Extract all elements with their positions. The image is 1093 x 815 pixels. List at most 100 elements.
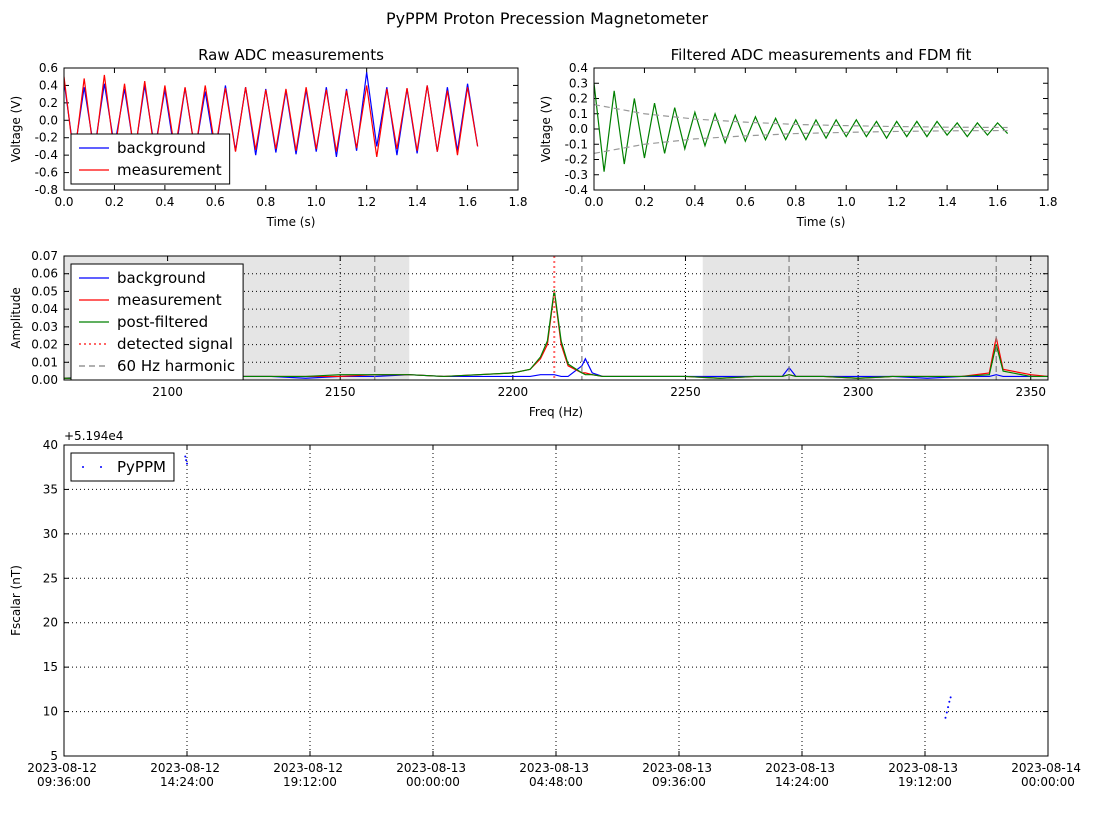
x-tick-label: 0.2 bbox=[105, 195, 124, 209]
x-tick-label: 0.6 bbox=[206, 195, 225, 209]
point bbox=[186, 462, 188, 465]
y-axis-label: Fscalar (nT) bbox=[9, 565, 23, 636]
x-tick-label: 2023-08-13 09:36:00 bbox=[642, 761, 716, 789]
y-axis-label: Voltage (V) bbox=[9, 96, 23, 162]
y-tick-label: 0.2 bbox=[39, 96, 58, 110]
series-line bbox=[594, 129, 1008, 154]
series-line bbox=[594, 83, 1009, 172]
tick-date: 2023-08-12 bbox=[27, 761, 101, 775]
series-group bbox=[64, 256, 1048, 380]
y-tick-label: -0.6 bbox=[35, 166, 58, 180]
legend-label: background bbox=[117, 269, 206, 287]
y-tick-label: 25 bbox=[43, 571, 58, 585]
point bbox=[945, 711, 948, 714]
y-tick-label: 20 bbox=[43, 616, 58, 630]
x-tick-label: 2023-08-13 00:00:00 bbox=[396, 761, 470, 789]
x-tick-label: 2023-08-13 04:48:00 bbox=[519, 761, 593, 789]
x-tick-label: 1.0 bbox=[307, 195, 326, 209]
x-tick-label: 0.4 bbox=[155, 195, 174, 209]
x-tick-label: 1.4 bbox=[408, 195, 427, 209]
y-tick-label: 0.04 bbox=[31, 302, 58, 316]
y-axis-label: Voltage (V) bbox=[539, 96, 553, 162]
tick-date: 2023-08-13 bbox=[519, 761, 593, 775]
x-tick-label: 0.8 bbox=[786, 195, 805, 209]
point bbox=[947, 706, 950, 709]
tick-date: 2023-08-13 bbox=[642, 761, 716, 775]
x-tick-label: 1.0 bbox=[837, 195, 856, 209]
y-tick-label: 0.2 bbox=[569, 92, 588, 106]
legend: background measurement post-filtered detect… bbox=[70, 263, 244, 381]
x-tick-label: 2200 bbox=[498, 385, 529, 399]
legend-label: 60 Hz harmonic bbox=[117, 357, 235, 375]
legend-box bbox=[70, 133, 231, 185]
legend-marker bbox=[100, 466, 102, 468]
x-tick-label: 1.6 bbox=[988, 195, 1007, 209]
point bbox=[949, 696, 952, 699]
legend-label: measurement bbox=[117, 161, 222, 179]
legend-label: detected signal bbox=[117, 335, 233, 353]
x-tick-label: 1.4 bbox=[938, 195, 957, 209]
x-tick-label: 2023-08-13 19:12:00 bbox=[888, 761, 962, 789]
x-tick-label: 2023-08-14 00:00:00 bbox=[1011, 761, 1085, 789]
x-tick-label: 0.2 bbox=[635, 195, 654, 209]
chart: Filtered ADC measurements and FDM fit Tim… bbox=[539, 46, 1058, 229]
plot-frame bbox=[63, 444, 1049, 757]
x-tick-label: 1.2 bbox=[887, 195, 906, 209]
tick-date: 2023-08-14 bbox=[1011, 761, 1085, 775]
point bbox=[944, 716, 947, 719]
tick-time: 00:00:00 bbox=[406, 775, 460, 789]
tick-time: 04:48:00 bbox=[529, 775, 583, 789]
legend-label: measurement bbox=[117, 291, 222, 309]
y-tick-label: 0.07 bbox=[31, 249, 58, 263]
y-tick-label: 0.06 bbox=[31, 267, 58, 281]
tick-time: 09:36:00 bbox=[37, 775, 91, 789]
tick-time: 19:12:00 bbox=[283, 775, 337, 789]
legend-marker bbox=[82, 466, 84, 468]
y-tick-label: 0.3 bbox=[569, 76, 588, 90]
x-tick-label: 2300 bbox=[843, 385, 874, 399]
y-tick-label: -0.3 bbox=[565, 168, 588, 182]
x-tick-label: 2250 bbox=[670, 385, 701, 399]
x-tick-label: 1.6 bbox=[458, 195, 477, 209]
y-tick-label: 0.00 bbox=[31, 373, 58, 387]
series-line bbox=[594, 104, 1008, 129]
x-tick-label: 0.0 bbox=[54, 195, 73, 209]
y-tick-label: 0.01 bbox=[31, 355, 58, 369]
point bbox=[184, 455, 187, 458]
y-tick-label: -0.4 bbox=[565, 183, 588, 197]
x-tick-label: 2023-08-12 19:12:00 bbox=[273, 761, 347, 789]
y-tick-label: 40 bbox=[43, 438, 58, 452]
y-tick-label: -0.1 bbox=[565, 137, 588, 151]
x-tick-label: 2150 bbox=[325, 385, 356, 399]
x-tick-label: 0.6 bbox=[736, 195, 755, 209]
y-tick-label: -0.2 bbox=[35, 131, 58, 145]
point bbox=[948, 700, 951, 703]
x-tick-label: 0.4 bbox=[685, 195, 704, 209]
plot-frame bbox=[63, 67, 519, 191]
y-tick-label: -0.8 bbox=[35, 183, 58, 197]
y-tick-label: 0.4 bbox=[569, 61, 588, 75]
tick-date: 2023-08-13 bbox=[888, 761, 962, 775]
y-axis-label: Amplitude bbox=[9, 287, 23, 349]
y-tick-label: 35 bbox=[43, 482, 58, 496]
tick-date: 2023-08-12 bbox=[273, 761, 347, 775]
legend-label: PyPPM bbox=[117, 458, 166, 476]
legend: background measurement bbox=[70, 133, 231, 185]
x-tick-label: 2023-08-12 14:24:00 bbox=[150, 761, 224, 789]
legend-label: post-filtered bbox=[117, 313, 208, 331]
chart: Freq (Hz) Amplitude 0.00 0.01 0.02 0.03 0.04 0.… bbox=[9, 249, 1049, 419]
y-tick-label: 0.1 bbox=[569, 107, 588, 121]
tick-time: 19:12:00 bbox=[898, 775, 952, 789]
tick-date: 2023-08-13 bbox=[396, 761, 470, 775]
chart-title: Filtered ADC measurements and FDM fit bbox=[671, 46, 972, 64]
x-tick-label: 1.2 bbox=[357, 195, 376, 209]
x-tick-label: 2100 bbox=[152, 385, 183, 399]
y-tick-label: 15 bbox=[43, 660, 58, 674]
y-tick-label: 0.6 bbox=[39, 61, 58, 75]
tick-time: 14:24:00 bbox=[775, 775, 829, 789]
tick-time: 00:00:00 bbox=[1021, 775, 1075, 789]
